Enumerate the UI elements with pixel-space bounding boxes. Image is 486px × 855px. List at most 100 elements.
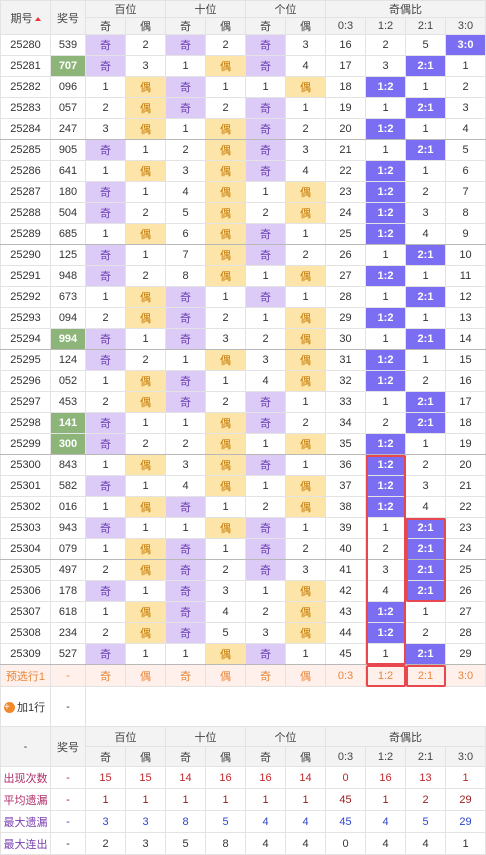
add-row-label[interactable]: 加1行 — [17, 701, 46, 714]
period-cell: 25283 — [0, 97, 51, 119]
stats-value: 3 — [125, 810, 166, 833]
parity-cell: 偶 — [125, 160, 166, 182]
parity-cell: 奇 — [245, 160, 286, 182]
parity-cell: 1 — [285, 517, 326, 539]
ratio-cell: 5 — [405, 34, 446, 56]
ratio-cell: 1:2 — [365, 349, 406, 371]
parity-cell: 奇 — [245, 223, 286, 245]
parity-cell: 偶 — [205, 412, 246, 434]
period-cell: 25307 — [0, 601, 51, 623]
ratio-cell: 29 — [445, 643, 486, 665]
ratio-cell: 3 — [365, 55, 406, 77]
ratio-cell: 1:2 — [365, 118, 406, 140]
parity-cell: 偶 — [125, 391, 166, 413]
parity-cell: 偶 — [205, 139, 246, 161]
parity-cell: 奇 — [165, 328, 206, 350]
footer-dash: - — [0, 726, 51, 767]
period-cell: 25288 — [0, 202, 51, 224]
period-cell: 25294 — [0, 328, 51, 350]
ratio-cell: 10 — [445, 244, 486, 266]
parity-cell: 奇 — [85, 580, 126, 602]
ratio-cell: 3 — [405, 202, 446, 224]
sort-icon[interactable] — [34, 16, 41, 21]
data-row: 25292 673 1 偶奇 1 奇 1 28 1 2:1 12 — [0, 286, 486, 308]
number-cell: 057 — [50, 97, 86, 119]
ratio-cell: 18 — [325, 76, 366, 98]
stats-label: 平均遗漏 — [0, 788, 51, 811]
add-row-button[interactable]: + 加1行 — [0, 686, 51, 727]
data-row: 25307 618 1 偶奇 4 2 偶 43 1:2 1 27 — [0, 601, 486, 623]
ratio-cell: 26 — [445, 580, 486, 602]
group-header: 十位 — [165, 0, 246, 18]
parity-cell: 偶 — [205, 202, 246, 224]
ratio-cell: 37 — [325, 475, 366, 497]
ratio-cell: 2:1 — [405, 580, 446, 602]
ratio-cell: 23 — [445, 517, 486, 539]
parity-cell: 2 — [85, 391, 126, 413]
footer-sub-header: 奇 — [245, 746, 286, 767]
parity-cell: 1 — [125, 328, 166, 350]
stats-value: 4 — [285, 832, 326, 855]
number-cell: 582 — [50, 475, 86, 497]
parity-cell: 2 — [245, 328, 286, 350]
period-header[interactable]: 期号 — [0, 0, 51, 35]
number-cell: 094 — [50, 307, 86, 329]
ratio-cell: 26 — [325, 244, 366, 266]
parity-cell: 2 — [205, 97, 246, 119]
period-cell: 25287 — [0, 181, 51, 203]
number-cell: 527 — [50, 643, 86, 665]
period-cell: 25309 — [0, 643, 51, 665]
parity-cell: 奇 — [245, 643, 286, 665]
parity-cell: 奇 — [245, 559, 286, 581]
ratio-cell: 18 — [445, 412, 486, 434]
parity-cell: 1 — [285, 391, 326, 413]
parity-cell: 偶 — [125, 454, 166, 476]
data-row: 25294 994 奇 1 奇 3 2 偶 30 1 2:1 14 — [0, 328, 486, 350]
parity-cell: 7 — [165, 244, 206, 266]
number-cell: 905 — [50, 139, 86, 161]
parity-cell: 偶 — [285, 622, 326, 644]
ratio-cell: 43 — [325, 601, 366, 623]
period-cell: 25301 — [0, 475, 51, 497]
ratio-cell: 20 — [325, 118, 366, 140]
stats-value: - — [50, 810, 86, 833]
parity-cell: 5 — [205, 622, 246, 644]
number-cell: 247 — [50, 118, 86, 140]
period-cell: 25280 — [0, 34, 51, 56]
parity-cell: 偶 — [285, 181, 326, 203]
add-icon[interactable]: + — [4, 702, 15, 714]
parity-cell: 1 — [165, 55, 206, 77]
parity-cell: 1 — [205, 538, 246, 560]
parity-cell: 奇 — [165, 559, 206, 581]
parity-cell: 2 — [125, 265, 166, 287]
parity-cell: 偶 — [285, 202, 326, 224]
number-cell: 079 — [50, 538, 86, 560]
parity-cell: 2 — [85, 307, 126, 329]
parity-cell: 奇 — [165, 34, 206, 56]
stats-value: 0 — [325, 766, 366, 789]
parity-cell: 2 — [165, 139, 206, 161]
footer-ratio-header: 3:0 — [445, 746, 486, 767]
parity-cell: 偶 — [125, 559, 166, 581]
period-header-text[interactable]: 期号 — [10, 12, 33, 25]
ratio-cell: 12 — [445, 286, 486, 308]
parity-cell: 3 — [125, 55, 166, 77]
period-cell: 25281 — [0, 55, 51, 77]
ratio-cell: 1 — [405, 265, 446, 287]
parity-cell: 1 — [285, 454, 326, 476]
data-row: 25282 096 1 偶奇 1 1 偶 18 1:2 1 2 — [0, 76, 486, 98]
ratio-cell: 2:1 — [405, 538, 446, 560]
parity-cell: 2 — [165, 433, 206, 455]
parity-cell: 奇 — [245, 139, 286, 161]
stats-label: 出现次数 — [0, 766, 51, 789]
ratio-cell: 2:1 — [405, 55, 446, 77]
ratio-cell: 4 — [405, 223, 446, 245]
ratio-cell: 36 — [325, 454, 366, 476]
preview-cell: 1:2 — [365, 664, 406, 687]
parity-cell: 偶 — [125, 118, 166, 140]
ratio-cell: 27 — [445, 601, 486, 623]
parity-cell: 偶 — [285, 601, 326, 623]
ratio-cell: 1 — [365, 139, 406, 161]
period-cell: 25306 — [0, 580, 51, 602]
